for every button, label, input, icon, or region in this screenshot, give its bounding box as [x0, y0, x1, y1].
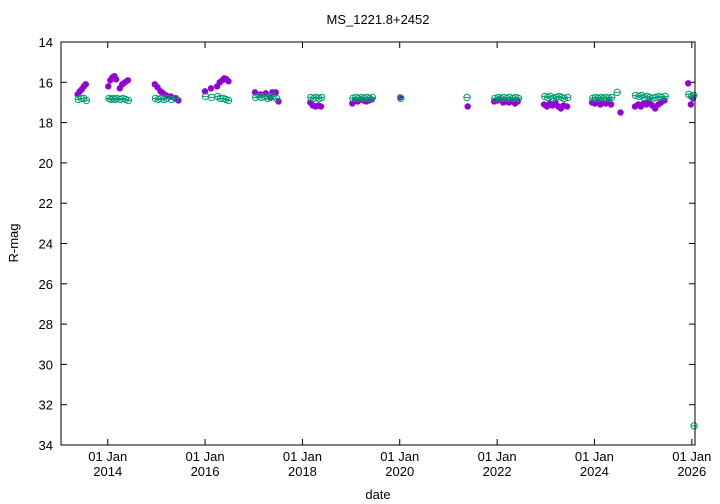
series-2: [74, 88, 698, 430]
x-tick-label-year: 2026: [677, 464, 706, 479]
x-tick-label-year: 2022: [483, 464, 512, 479]
x-tick-label-year: 2014: [93, 464, 122, 479]
data-series: [74, 73, 698, 430]
y-tick-label: 32: [39, 398, 53, 413]
data-point: [607, 101, 615, 108]
data-point: [207, 85, 215, 92]
y-tick-label: 14: [39, 35, 53, 50]
x-tick-label-year: 2020: [385, 464, 414, 479]
y-tick-label: 18: [39, 116, 53, 131]
y-axis-label: R-mag: [6, 223, 21, 262]
y-tick-label: 30: [39, 357, 53, 372]
x-tick-label-year: 2018: [288, 464, 317, 479]
data-point: [685, 80, 692, 87]
data-point: [272, 89, 279, 96]
data-point: [225, 78, 232, 85]
x-tick-label-date: 01 Jan: [380, 449, 419, 464]
y-tick-label: 34: [39, 438, 53, 453]
x-tick-label-date: 01 Jan: [478, 449, 517, 464]
data-point: [687, 101, 695, 108]
data-point: [112, 76, 120, 83]
data-point: [617, 109, 624, 116]
y-tick-label: 16: [39, 75, 53, 90]
x-tick-label-date: 01 Jan: [283, 449, 322, 464]
x-axis-label: date: [365, 487, 390, 502]
x-tick-label-year: 2016: [191, 464, 220, 479]
x-tick-label-year: 2024: [580, 464, 609, 479]
data-point: [563, 103, 571, 110]
chart-title: MS_1221.8+2452: [326, 12, 429, 27]
data-point: [82, 81, 89, 88]
y-tick-label: 24: [39, 237, 53, 252]
y-tick-label: 26: [39, 277, 53, 292]
data-point: [124, 77, 132, 84]
x-tick-label-date: 01 Jan: [88, 449, 127, 464]
y-tick-label: 28: [39, 317, 53, 332]
data-point: [464, 103, 471, 110]
x-tick-label-date: 01 Jan: [186, 449, 225, 464]
x-tick-label-date: 01 Jan: [575, 449, 614, 464]
plot-frame: [60, 41, 696, 446]
y-tick-label: 20: [39, 156, 53, 171]
data-point: [105, 83, 112, 90]
y-tick-label: 22: [39, 196, 53, 211]
data-point: [317, 103, 325, 110]
x-tick-label-date: 01 Jan: [672, 449, 711, 464]
